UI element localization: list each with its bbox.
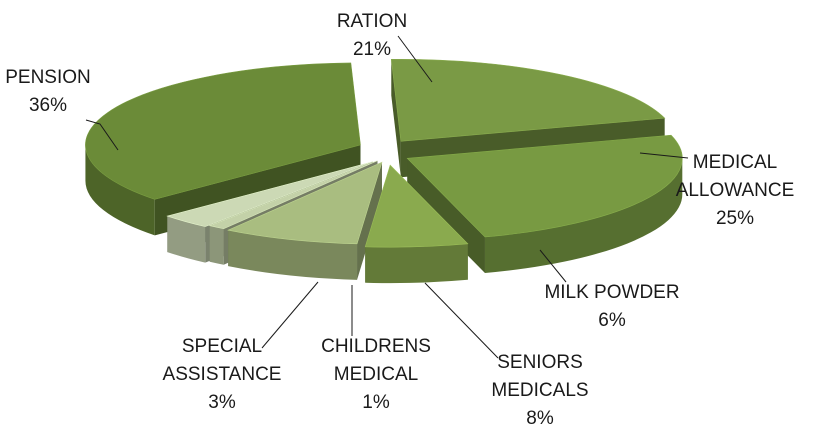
- slice-4: [208, 160, 378, 230]
- slice-wall-0-0: [391, 59, 401, 178]
- slice-label-line-4-0: CHILDRENS: [321, 336, 431, 357]
- leader-line-0: [397, 35, 433, 83]
- slice-label-line-5-1: ASSISTANCE: [163, 364, 282, 385]
- slice-1: [406, 134, 683, 238]
- slice-percent-6: 36%: [29, 95, 67, 116]
- leader-line-6: [85, 119, 119, 151]
- slice-5: [166, 161, 374, 227]
- slice-label-6: PENSION 36%: [5, 67, 91, 116]
- slice-label-2: MILK POWDER 6%: [544, 282, 679, 331]
- slice-label-line-3-1: MEDICALS: [491, 380, 588, 401]
- slice-label-1: MEDICAL ALLOWANCE 25%: [676, 152, 795, 229]
- slice-label-0: RATION 21%: [337, 11, 407, 60]
- slice-percent-1: 25%: [716, 208, 754, 229]
- slice-rim-2-0: [365, 243, 468, 284]
- slice-rim-5-0: [167, 216, 206, 263]
- slice-percent-0: 21%: [353, 39, 391, 60]
- leader-line-5: [261, 281, 319, 349]
- slice-percent-3: 8%: [526, 408, 554, 429]
- slice-label-3: SENIORS MEDICALS 8%: [491, 352, 588, 429]
- leader-line-1: [639, 152, 689, 159]
- slice-label-line-2-0: MILK POWDER: [544, 282, 679, 303]
- slice-label-line-5-0: SPECIAL: [182, 336, 262, 357]
- slice-6: [85, 62, 361, 200]
- slice-label-line-0-0: RATION: [337, 11, 407, 32]
- leader-line-3: [424, 282, 499, 359]
- slice-label-line-4-1: MEDICAL: [334, 364, 418, 385]
- slice-3: [227, 161, 383, 245]
- slice-percent-4: 1%: [362, 392, 390, 413]
- slice-label-line-6-0: PENSION: [5, 67, 91, 88]
- slice-label-line-1-1: ALLOWANCE: [676, 180, 795, 201]
- slice-percent-5: 3%: [208, 392, 236, 413]
- slice-label-line-1-0: MEDICAL: [693, 152, 777, 173]
- slice-2: [364, 164, 469, 248]
- slice-rim-4-0: [209, 225, 224, 265]
- slice-0: [390, 59, 666, 142]
- slice-percent-2: 6%: [598, 310, 626, 331]
- leader-line-2: [539, 249, 567, 283]
- slice-label-4: CHILDRENS MEDICAL 1%: [321, 336, 431, 413]
- slice-label-line-3-0: SENIORS: [497, 352, 583, 373]
- slice-rim-6-0: [85, 144, 155, 236]
- slice-rim-1-0: [484, 158, 683, 273]
- slice-label-5: SPECIAL ASSISTANCE 3%: [163, 336, 282, 413]
